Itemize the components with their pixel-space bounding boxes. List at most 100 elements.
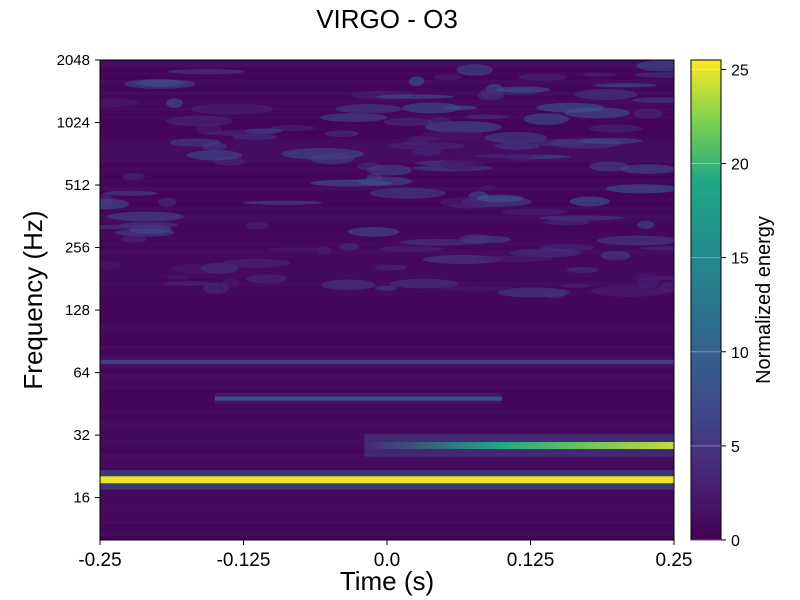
texture-band — [100, 532, 674, 537]
noise-blob — [427, 117, 452, 127]
noise-blob — [267, 247, 328, 252]
texture-band — [100, 154, 674, 159]
colorbar-tick-label: 15 — [731, 251, 749, 268]
texture-band — [100, 202, 674, 207]
colorbar-scale — [690, 59, 722, 541]
noise-blob — [100, 97, 139, 108]
x-axis: -0.25 -0.125 0.0 0.125 0.25 — [78, 540, 692, 571]
texture-band — [100, 460, 674, 465]
texture-band — [100, 424, 674, 429]
texture-band — [100, 210, 674, 215]
colorbar-label: Normalized energy — [753, 216, 775, 384]
texture-band — [100, 293, 674, 298]
noise-blob — [659, 281, 674, 293]
texture-band — [100, 313, 674, 318]
texture-band — [100, 496, 674, 501]
texture-band — [100, 317, 674, 322]
texture-band — [100, 146, 674, 151]
noise-blob — [100, 260, 123, 271]
texture-band — [100, 369, 674, 374]
texture-band — [100, 325, 674, 330]
spectral-line — [214, 396, 502, 401]
noise-blob — [378, 245, 444, 252]
noise-blob — [494, 86, 551, 93]
noise-blob — [324, 130, 360, 137]
noise-blob — [636, 60, 674, 72]
noise-blob — [518, 73, 568, 81]
colorbar-tick-label: 20 — [731, 157, 749, 174]
noise-blob — [100, 198, 130, 210]
noise-blob — [440, 197, 488, 208]
noise-blob — [620, 164, 674, 174]
noise-blob — [476, 194, 524, 203]
noise-blob — [594, 83, 657, 88]
noise-blob — [243, 200, 322, 205]
texture-band — [100, 512, 674, 517]
texture-band — [100, 63, 674, 68]
texture-band — [100, 254, 674, 259]
noise-blob — [310, 153, 354, 165]
y-tick-label: 1024 — [57, 115, 90, 132]
noise-blob — [205, 130, 276, 137]
noise-blob — [543, 219, 591, 226]
y-tick-label: 32 — [73, 427, 90, 444]
noise-blob — [164, 281, 214, 286]
noise-blob — [433, 74, 462, 80]
noise-blob — [374, 285, 398, 291]
texture-band — [100, 508, 674, 513]
y-axis-label: Frequency (Hz) — [18, 210, 48, 389]
noise-blob — [402, 102, 461, 114]
texture-band — [100, 341, 674, 346]
spectral-line — [364, 442, 674, 450]
texture-band — [100, 377, 674, 382]
texture-band — [100, 262, 674, 267]
texture-band — [100, 234, 674, 239]
texture-band — [100, 83, 674, 88]
spectral-line — [100, 359, 674, 364]
noise-blob — [120, 236, 148, 243]
texture-band — [100, 349, 674, 354]
y-tick-label: 16 — [73, 490, 90, 507]
texture-band — [100, 516, 674, 521]
noise-blob — [387, 141, 465, 150]
noise-blob — [383, 118, 435, 127]
noise-blob — [121, 172, 146, 180]
texture-band — [100, 222, 674, 227]
noise-blob — [600, 250, 631, 261]
y-tick-label: 2048 — [57, 52, 90, 69]
texture-band — [100, 456, 674, 461]
texture-band — [100, 87, 674, 92]
noise-blob — [366, 173, 383, 184]
x-tick-label: 0.25 — [656, 550, 693, 571]
texture-band — [100, 405, 674, 409]
noise-blob — [421, 130, 484, 141]
noise-blob — [399, 238, 478, 246]
noise-blob — [536, 102, 605, 113]
texture-band — [100, 305, 674, 310]
y-tick-label: 512 — [65, 177, 90, 194]
noise-blob — [245, 274, 287, 284]
noise-blob — [366, 164, 412, 176]
noise-blob — [322, 148, 342, 153]
texture-band — [100, 500, 674, 505]
noise-blob — [413, 148, 443, 156]
texture-band — [100, 270, 674, 275]
colorbar: 0 5 10 15 20 25 Normalized energy — [690, 59, 775, 550]
texture-band — [100, 281, 674, 286]
noise-blob — [500, 208, 565, 216]
noise-texture — [100, 60, 674, 540]
noise-blob — [566, 267, 599, 273]
texture-band — [100, 242, 674, 247]
texture-band — [100, 353, 674, 358]
noise-blob — [107, 211, 184, 222]
texture-band — [100, 321, 674, 326]
noise-blob — [465, 114, 509, 119]
texture-band — [100, 309, 674, 314]
y-tick-label: 256 — [65, 240, 90, 257]
texture-band — [100, 492, 674, 497]
x-tick-label: -0.125 — [217, 550, 271, 571]
texture-band — [100, 238, 674, 243]
x-axis-label: Time (s) — [340, 566, 434, 596]
texture-band — [100, 333, 674, 338]
texture-band — [100, 186, 674, 191]
